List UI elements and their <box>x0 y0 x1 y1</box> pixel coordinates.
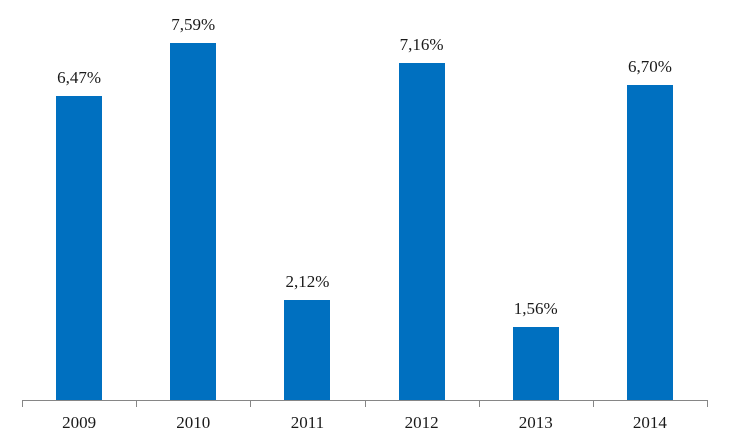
bar-2012 <box>399 63 445 400</box>
bar-2009 <box>56 96 102 400</box>
x-tick-label-2009: 2009 <box>62 413 96 432</box>
x-axis-ticks <box>22 400 708 407</box>
data-label-2012: 7,16% <box>400 35 444 54</box>
bars-group <box>56 43 673 400</box>
data-labels-group: 6,47% 7,59% 2,12% 7,16% 1,56% 6,70% <box>57 15 672 318</box>
x-tick-label-2010: 2010 <box>176 413 210 432</box>
bar-2010 <box>170 43 216 400</box>
data-label-2011: 2,12% <box>285 272 329 291</box>
x-axis-tick-labels: 2009 2010 2011 2012 2013 2014 <box>62 413 667 432</box>
x-tick-label-2012: 2012 <box>405 413 439 432</box>
bar-2011 <box>284 300 330 400</box>
x-tick-label-2011: 2011 <box>291 413 324 432</box>
x-tick-label-2014: 2014 <box>633 413 668 432</box>
x-tick-label-2013: 2013 <box>519 413 553 432</box>
data-label-2013: 1,56% <box>514 299 558 318</box>
data-label-2009: 6,47% <box>57 68 101 87</box>
data-label-2014: 6,70% <box>628 57 672 76</box>
bar-2013 <box>513 327 559 400</box>
data-label-2010: 7,59% <box>171 15 215 34</box>
bar-2014 <box>627 85 673 400</box>
